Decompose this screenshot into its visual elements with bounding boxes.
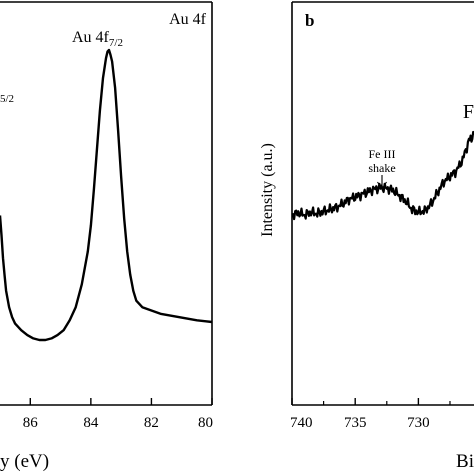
- panel-b-x-tick-label: 735: [344, 415, 367, 431]
- panel-a-x-tick-label: 84: [83, 415, 99, 431]
- panel-a-x-tick-label: 82: [144, 415, 159, 431]
- panel-a-x-ticks: 86 84 82 80: [23, 398, 213, 431]
- panel-a-peak-label-7-2-sub: 7/2: [109, 37, 123, 49]
- panel-a-peak-label-5-2: 5/2: [0, 93, 14, 105]
- panel-a-peak-label-5-2-sub: 5/2: [0, 93, 14, 105]
- panel-a-annotation: Au 4f: [169, 11, 207, 28]
- panel-b-x-tick-label: 730: [407, 415, 430, 431]
- panel-a: 86 84 82 80 Au 4f Au 4f7/2 5/2 y (eV): [0, 1, 213, 472]
- panel-b-series-line: [291, 130, 474, 221]
- panel-b-letter: b: [305, 11, 314, 30]
- panel-a-x-tick-label: 80: [198, 415, 213, 431]
- panel-a-peak-label-7-2-base: Au 4f: [72, 29, 110, 46]
- panel-b-annotation-arrow: [377, 175, 387, 191]
- panel-b-y-axis-label: Intensity (a.u.): [259, 143, 276, 237]
- panel-b-x-tick-label: 740: [290, 415, 313, 431]
- panel-b-annotation-line-1: Fe III: [369, 147, 396, 161]
- panel-b-x-axis-label: Bi: [456, 451, 474, 472]
- panel-a-series-line: [0, 48, 213, 342]
- panel-a-x-tick-label: 86: [23, 415, 39, 431]
- panel-b-peak-label: F: [463, 101, 474, 123]
- panel-b-x-ticks: 740 735 730: [290, 398, 451, 431]
- panel-b-annotation-line-2: shake: [368, 161, 395, 175]
- panel-a-x-axis-label: y (eV): [0, 451, 49, 472]
- panel-a-peak-label-7-2: Au 4f7/2: [72, 29, 123, 49]
- panel-b: 740 735 730 b Intensity (a.u.) Fe III shak…: [259, 1, 474, 472]
